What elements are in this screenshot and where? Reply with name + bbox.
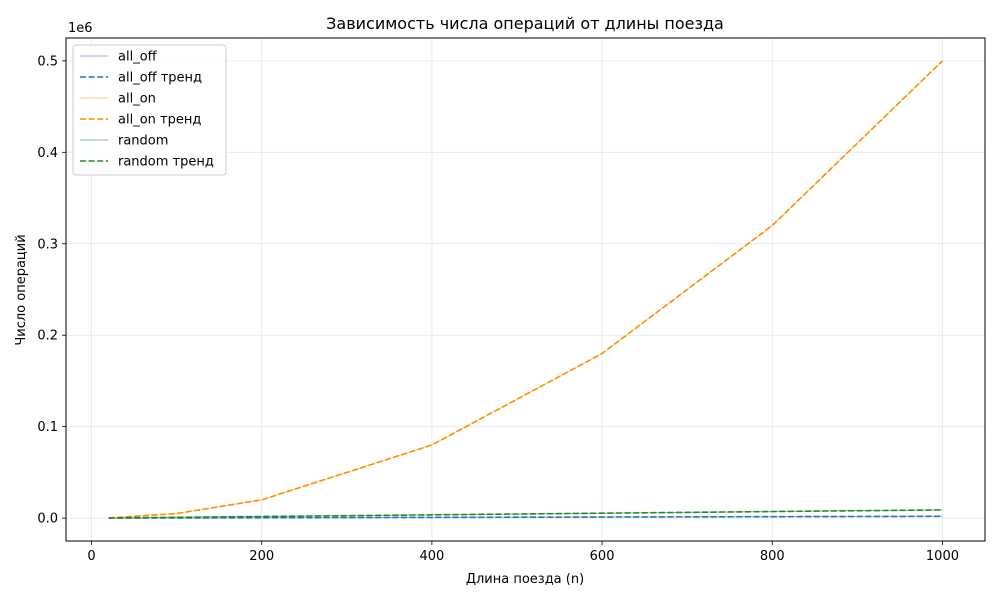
legend-label: all_on тренд [118,113,201,128]
y-tick-label: 0.2 [37,329,58,344]
x-axis-ticks: 0 200 400 600 800 1000 [87,541,959,564]
legend-label: random тренд [118,155,214,170]
legend-label: all_off [118,50,158,65]
y-tick-label: 0.0 [37,512,58,527]
y-multiplier-label: 1e6 [68,21,93,36]
y-axis-ticks: 0.0 0.1 0.2 0.3 0.4 0.5 [37,54,66,527]
y-tick-label: 0.3 [37,237,58,252]
x-tick-label: 1000 [926,549,959,564]
series-line-all_on [108,60,943,519]
x-tick-label: 600 [590,549,615,564]
grid [66,38,985,541]
y-tick-label: 0.1 [37,420,58,435]
series-line-all_off-тренд [108,515,943,519]
legend: all_off all_off тренд all_on all_on тренд ra… [72,44,227,176]
plot-frame [65,37,986,542]
x-axis-label: Длина поезда (n) [466,572,584,587]
y-axis-label: Число операций [14,234,29,345]
chart-title: Зависимость числа операций от длины поез… [326,14,724,33]
x-tick-label: 800 [760,549,785,564]
x-tick-label: 0 [87,549,95,564]
series-line-random-тренд [108,509,943,519]
y-tick-label: 0.5 [37,54,58,69]
series-layer [108,60,944,519]
y-tick-label: 0.4 [37,146,58,161]
legend-label: all_off тренд [118,71,202,86]
legend-box [72,44,227,176]
x-tick-label: 200 [249,549,274,564]
legend-label: random [118,134,168,149]
legend-label: all_on [118,92,156,107]
x-tick-label: 400 [419,549,444,564]
